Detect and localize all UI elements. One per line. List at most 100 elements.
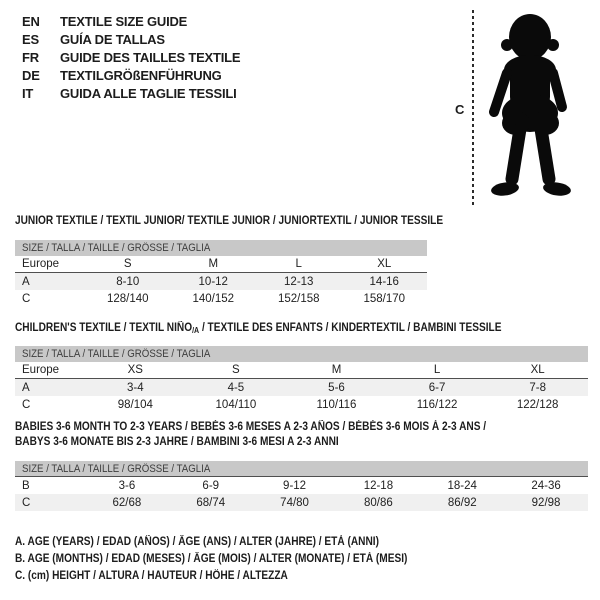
language-row-en: EN TEXTILE SIZE GUIDE xyxy=(22,12,240,30)
age-cell: 18-24 xyxy=(447,479,477,492)
language-list: EN TEXTILE SIZE GUIDE ES GUÍA DE TALLAS … xyxy=(22,12,241,102)
babies-table-title: BABIES 3-6 MONTH TO 2-3 YEARS / BEBÉS 3-… xyxy=(15,420,550,450)
row-label: B xyxy=(22,479,30,492)
language-label: GUIDA ALLE TAGLIE TESSILI xyxy=(60,85,237,101)
children-row-height: C 98/104 104/110 110/116 116/122 122/128 xyxy=(15,396,588,413)
babies-size-header: SIZE / TALLA / TAILLE / GRÖSSE / TAGLIA xyxy=(15,461,588,477)
junior-table-title-text: JUNIOR TEXTILE / TEXTIL JUNIOR/ TEXTILE … xyxy=(15,215,444,227)
title-part: CHILDREN'S TEXTILE / TEXTIL NIÑO xyxy=(15,322,193,334)
row-label: C xyxy=(22,398,31,411)
language-code: DE xyxy=(22,67,40,83)
babies-table-title-line1: BABIES 3-6 MONTH TO 2-3 YEARS / BEBÉS 3-… xyxy=(15,421,487,433)
size-header-text: SIZE / TALLA / TAILLE / GRÖSSE / TAGLIA xyxy=(22,242,211,254)
children-table: SIZE / TALLA / TAILLE / GRÖSSE / TAGLIA … xyxy=(15,346,588,413)
children-table-title-text: CHILDREN'S TEXTILE / TEXTIL NIÑO/A / TEX… xyxy=(15,321,501,338)
height-cell: 86/92 xyxy=(447,496,477,509)
row-label: C xyxy=(22,496,31,509)
babies-table-title-line2: BABYS 3-6 MONATE BIS 2-3 JAHRE / BAMBINI… xyxy=(15,436,339,448)
size-cell: M xyxy=(208,258,219,270)
footnote-c: C. (cm) HEIGHT / ALTURA / HAUTEUR / HÖHE… xyxy=(15,568,461,585)
footnotes: A. AGE (YEARS) / EDAD (AÑOS) / ÂGE (ANS)… xyxy=(15,534,461,585)
children-row-age: A 3-4 4-5 5-6 6-7 7-8 xyxy=(15,379,588,396)
height-cell: 122/128 xyxy=(516,398,559,411)
babies-row-age: B 3-6 6-9 9-12 12-18 18-24 24-36 xyxy=(15,477,588,494)
height-cell: 62/68 xyxy=(112,496,142,509)
height-cell: 152/158 xyxy=(277,292,320,305)
age-cell: 3-6 xyxy=(118,479,136,492)
height-cell: 104/110 xyxy=(215,398,257,411)
size-cell: XL xyxy=(530,364,545,376)
age-cell: 8-10 xyxy=(116,275,140,288)
language-row-fr: FR GUIDE DES TAILLES TEXTILE xyxy=(22,48,241,66)
junior-row-europe: Europe S M L XL xyxy=(15,256,427,273)
language-label: GUÍA DE TALLAS xyxy=(60,31,165,47)
junior-row-height: C 128/140 140/152 152/158 158/170 xyxy=(15,290,427,307)
height-cell: 68/74 xyxy=(196,496,226,509)
language-label: GUIDE DES TAILLES TEXTILE xyxy=(60,49,241,65)
size-cell: XL xyxy=(377,258,392,270)
age-cell: 4-5 xyxy=(227,381,245,394)
age-cell: 5-6 xyxy=(328,381,345,394)
size-cell: S xyxy=(123,258,132,270)
height-cell: 80/86 xyxy=(364,496,393,509)
language-row-it: IT GUIDA ALLE TAGLIE TESSILI xyxy=(22,84,240,102)
age-cell: 10-12 xyxy=(198,275,228,288)
footnote-text: C. (cm) HEIGHT / ALTURA / HAUTEUR / HÖHE… xyxy=(15,570,288,582)
height-cell: 74/80 xyxy=(280,496,309,509)
size-cell: L xyxy=(433,364,441,376)
age-cell: 7-8 xyxy=(529,381,546,394)
size-header-text: SIZE / TALLA / TAILLE / GRÖSSE / TAGLIA xyxy=(22,462,211,475)
age-cell: 24-36 xyxy=(531,479,561,492)
junior-table-title: JUNIOR TEXTILE / TEXTIL JUNIOR/ TEXTILE … xyxy=(15,214,501,229)
size-cell: XS xyxy=(127,364,143,376)
row-label: Europe xyxy=(22,364,60,376)
language-code: FR xyxy=(22,49,39,65)
toddler-silhouette-icon xyxy=(489,14,571,196)
babies-table: SIZE / TALLA / TAILLE / GRÖSSE / TAGLIA … xyxy=(15,461,588,511)
height-cell: 116/122 xyxy=(416,398,458,411)
junior-row-age: A 8-10 10-12 12-13 14-16 xyxy=(15,273,427,290)
height-cell: 140/152 xyxy=(192,292,235,305)
age-cell: 6-7 xyxy=(428,381,446,394)
junior-table: SIZE / TALLA / TAILLE / GRÖSSE / TAGLIA … xyxy=(15,240,427,307)
row-label: Europe xyxy=(22,258,60,270)
language-label: TEXTILE SIZE GUIDE xyxy=(60,13,188,29)
size-cell: L xyxy=(295,258,302,270)
size-cell: M xyxy=(331,364,342,376)
size-cell: S xyxy=(232,364,240,376)
height-cell: 92/98 xyxy=(531,496,561,509)
children-table-title: CHILDREN'S TEXTILE / TEXTIL NIÑO/A / TEX… xyxy=(15,321,568,338)
age-cell: 6-9 xyxy=(202,479,220,492)
footnote-a: A. AGE (YEARS) / EDAD (AÑOS) / ÂGE (ANS)… xyxy=(15,534,461,551)
children-size-header: SIZE / TALLA / TAILLE / GRÖSSE / TAGLIA xyxy=(15,346,588,362)
age-cell: 9-12 xyxy=(283,479,307,492)
row-label: A xyxy=(22,381,30,394)
age-cell: 12-18 xyxy=(363,479,394,492)
age-cell: 12-13 xyxy=(284,275,314,288)
language-code: ES xyxy=(22,31,39,47)
footnote-b: B. AGE (MONTHS) / EDAD (MESES) / ÂGE (MO… xyxy=(15,551,461,568)
height-measure-label: C xyxy=(455,102,465,117)
height-cell: 110/116 xyxy=(316,398,357,411)
language-code: IT xyxy=(22,85,34,101)
footnote-text: B. AGE (MONTHS) / EDAD (MESES) / ÂGE (MO… xyxy=(15,553,408,565)
babies-row-height: C 62/68 68/74 74/80 80/86 86/92 92/98 xyxy=(15,494,588,511)
age-cell: 14-16 xyxy=(369,275,399,288)
title-subscript: /A xyxy=(192,326,200,335)
age-cell: 3-4 xyxy=(126,381,144,394)
height-cell: 128/140 xyxy=(106,292,149,305)
height-dashed-line xyxy=(472,10,474,206)
height-cell: 158/170 xyxy=(363,292,406,305)
row-label: A xyxy=(22,275,30,288)
language-row-de: DE TEXTILGRÖßENFÜHRUNG xyxy=(22,66,240,84)
language-label: TEXTILGRÖßENFÜHRUNG xyxy=(60,67,222,83)
size-header-text: SIZE / TALLA / TAILLE / GRÖSSE / TAGLIA xyxy=(22,348,211,360)
footnote-text: A. AGE (YEARS) / EDAD (AÑOS) / ÂGE (ANS)… xyxy=(15,536,379,548)
title-part: / TEXTILE DES ENFANTS / KINDERTEXTIL / B… xyxy=(199,322,502,334)
language-code: EN xyxy=(22,13,40,29)
children-row-europe: Europe XS S M L XL xyxy=(15,362,588,379)
row-label: C xyxy=(22,292,31,305)
height-cell: 98/104 xyxy=(117,398,153,411)
language-row-es: ES GUÍA DE TALLAS xyxy=(22,30,240,48)
